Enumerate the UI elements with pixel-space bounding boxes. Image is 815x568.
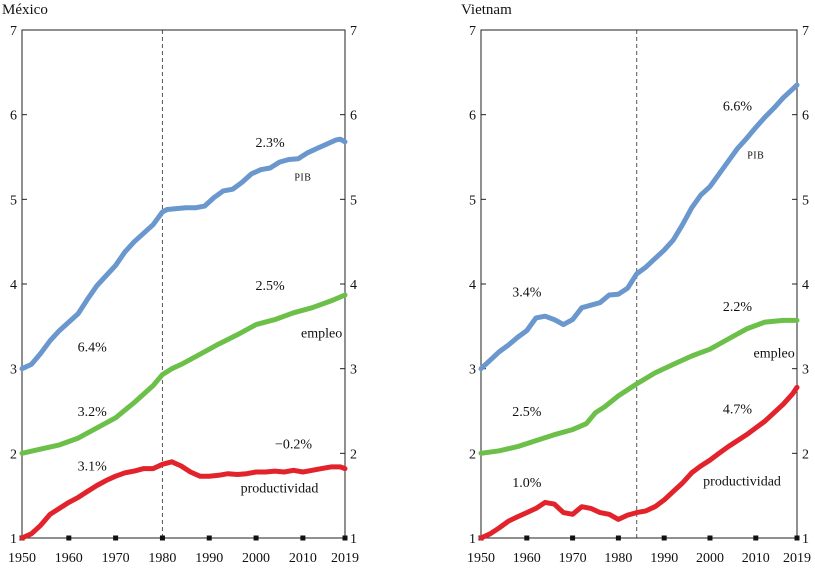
chart-mexico-ytick-label-right: 3	[350, 363, 357, 378]
chart-mexico-ytick-label-right: 5	[350, 193, 357, 208]
chart-vietnam-ytick-label-right: 5	[802, 193, 809, 208]
chart-vietnam-annotation: 4.7%	[723, 403, 753, 418]
chart-mexico-annotation: 3.2%	[78, 405, 108, 420]
chart-mexico-ytick-label-right: 2	[350, 447, 357, 462]
chart-vietnam-annotation: PIB	[747, 151, 764, 162]
chart-vietnam-title: Vietnam	[461, 2, 512, 18]
chart-mexico-annotation: −0.2%	[275, 437, 312, 452]
chart-vietnam-ytick-label-right: 4	[802, 278, 809, 293]
chart-vietnam-series-pib-line	[478, 82, 800, 372]
chart-mexico-xtick-label: 1970	[102, 551, 130, 566]
chart-vietnam-xtick-marker	[794, 535, 800, 541]
chart-vietnam-xtick-label: 1960	[513, 551, 541, 566]
chart-mexico-xtick-marker	[66, 535, 72, 541]
chart-mexico-ytick-label-left: 5	[10, 193, 17, 208]
chart-vietnam-ytick-label-left: 4	[469, 278, 476, 293]
chart-mexico-xtick-marker	[113, 535, 119, 541]
chart-vietnam-ytick-label-left: 3	[469, 363, 476, 378]
chart-mexico-annotation: 2.5%	[256, 279, 286, 294]
chart-vietnam-xtick-label: 1980	[604, 551, 632, 566]
chart-vietnam-xtick-marker	[661, 535, 667, 541]
chart-mexico-annotation: 6.4%	[78, 341, 108, 356]
chart-mexico-xtick-label: 1980	[148, 551, 176, 566]
chart-mexico-xtick-marker	[342, 535, 348, 541]
chart-vietnam-ytick-label-left: 2	[469, 447, 476, 462]
chart-vietnam-annotation: empleo	[753, 347, 794, 362]
chart-vietnam-panel: Vietnam 1 1 2 2 3 3 4 4 5 5 6 6 7 7 1950 1960 1970 1980 199…	[461, 2, 811, 566]
chart-vietnam-xtick-marker	[570, 535, 576, 541]
chart-vietnam-ytick-label-right: 6	[802, 109, 809, 124]
chart-vietnam-ytick-label-left: 6	[469, 109, 476, 124]
chart-mexico-annotation: empleo	[301, 326, 342, 341]
chart-mexico-ytick-label-left: 3	[10, 363, 17, 378]
chart-mexico-annotation: 3.1%	[78, 459, 108, 474]
chart-mexico-annotation: 2.3%	[256, 136, 286, 151]
chart-mexico-xtick-label: 2000	[242, 551, 270, 566]
chart-mexico-series-empleo-line	[19, 292, 348, 456]
chart-mexico-xtick-marker	[300, 535, 306, 541]
chart-mexico-xtick-label: 1960	[55, 551, 83, 566]
chart-vietnam-xtick-label: 1950	[467, 551, 495, 566]
chart-vietnam-xtick-label: 1970	[559, 551, 587, 566]
chart-vietnam-annotation: 2.2%	[723, 300, 753, 315]
chart-mexico-panel: México 1 1 2 2 3 3 4 4 5 5 6 6 7 7 1950 1960 1970 1980 1990…	[2, 2, 359, 566]
chart-mexico-ytick-label-right: 6	[350, 109, 357, 124]
chart-vietnam-ytick-label-left: 1	[469, 532, 476, 547]
chart-vietnam-annotation: productividad	[703, 475, 781, 490]
chart-vietnam-ytick-label-right: 7	[802, 24, 809, 39]
chart-mexico-ytick-label-right: 1	[350, 532, 357, 547]
chart-vietnam-ytick-label-left: 7	[469, 24, 476, 39]
chart-mexico-xtick-marker	[253, 535, 259, 541]
chart-mexico-ytick-label-left: 6	[10, 109, 17, 124]
chart-mexico-plot-frame	[21, 29, 346, 539]
chart-mexico-title: México	[2, 2, 48, 18]
chart-vietnam-annotation: 2.5%	[512, 405, 542, 420]
chart-mexico-ytick-label-right: 7	[350, 24, 357, 39]
chart-mexico-ytick-label-left: 1	[10, 532, 17, 547]
chart-vietnam-ytick-label-right: 2	[802, 447, 809, 462]
chart-mexico-xtick-label: 1990	[195, 551, 223, 566]
chart-vietnam-xtick-label: 1990	[650, 551, 678, 566]
chart-vietnam-xtick-label: 2000	[696, 551, 724, 566]
chart-vietnam-xtick-marker	[615, 535, 621, 541]
chart-vietnam-ytick-label-right: 3	[802, 363, 809, 378]
chart-vietnam-annotation: 3.4%	[512, 286, 542, 301]
chart-mexico-xtick-marker	[206, 535, 212, 541]
chart-mexico-xtick-label: 2019	[331, 551, 359, 566]
chart-vietnam-xtick-marker	[524, 535, 530, 541]
chart-mexico-ytick-label-right: 4	[350, 278, 357, 293]
chart-mexico-xtick-label: 1950	[8, 551, 36, 566]
chart-mexico-annotation: PIB	[294, 173, 311, 184]
chart-vietnam-xtick-label: 2019	[783, 551, 811, 566]
chart-mexico-xtick-marker	[159, 535, 165, 541]
chart-vietnam-xtick-label: 2010	[742, 551, 770, 566]
chart-mexico-ytick-label-left: 7	[10, 24, 17, 39]
chart-mexico-xtick-label: 2010	[289, 551, 317, 566]
chart-vietnam-ytick-label-left: 5	[469, 193, 476, 208]
chart-vietnam-xtick-marker	[707, 535, 713, 541]
chart-mexico-series-pib-line	[19, 136, 348, 372]
chart-vietnam-series-productividad-line	[478, 384, 800, 541]
chart-vietnam-series-empleo-line	[478, 317, 800, 456]
chart-vietnam-xtick-marker	[753, 535, 759, 541]
chart-vietnam-ytick-label-right: 1	[802, 532, 809, 547]
chart-vietnam-annotation: 1.0%	[512, 476, 542, 491]
chart-mexico-series-productividad-line	[19, 459, 348, 541]
chart-mexico-ytick-label-left: 4	[10, 278, 17, 293]
chart-mexico-ytick-label-left: 2	[10, 447, 17, 462]
chart-mexico-annotation: productividad	[241, 481, 319, 496]
chart-vietnam-annotation: 6.6%	[723, 99, 753, 114]
